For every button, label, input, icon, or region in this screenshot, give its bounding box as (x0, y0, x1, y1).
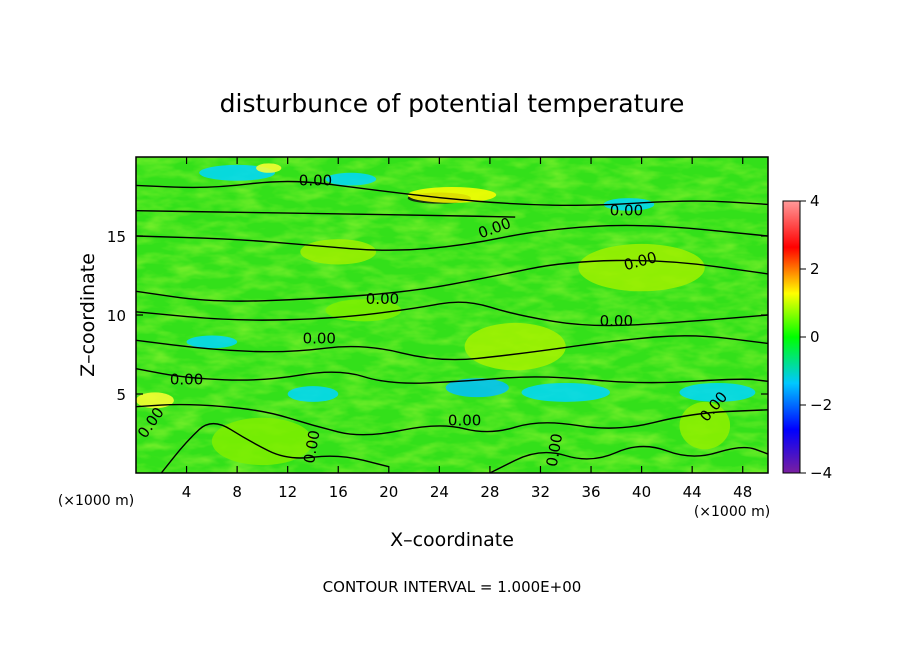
contour-label: 0.00 (303, 329, 336, 347)
contour-label: 0.00 (600, 312, 633, 330)
field-anomaly (300, 239, 377, 265)
field-anomaly (199, 164, 276, 181)
contour-line (160, 422, 389, 473)
colorbar-tick-label: 2 (810, 260, 820, 278)
field-anomaly (256, 163, 282, 173)
x-tick-label: 44 (683, 483, 702, 501)
contour-label: 0.00 (170, 371, 203, 389)
field-anomaly (521, 382, 610, 402)
x-tick-label: 24 (430, 483, 449, 501)
y-axis-label: Z–coordinate (77, 253, 99, 377)
contour-label: 0.00 (543, 432, 567, 468)
field-anomaly (325, 172, 377, 186)
contour-label: 0.00 (366, 290, 399, 308)
field-anomaly (287, 386, 339, 402)
x-tick-label: 28 (480, 483, 499, 501)
colorbar-tick-label: 4 (810, 192, 820, 210)
x-tick-label: 8 (232, 483, 242, 501)
contour-line (489, 445, 768, 473)
colorbar-tick-label: −4 (810, 464, 832, 482)
contour-line (136, 335, 768, 361)
x-tick-label: 48 (733, 483, 752, 501)
contour-interval-note: CONTOUR INTERVAL = 1.000E+00 (323, 578, 582, 596)
field-anomaly (407, 187, 497, 203)
colorbar-tick-label: −2 (810, 396, 832, 414)
field-anomaly (679, 401, 731, 450)
contour-line (136, 210, 516, 218)
contour-label: 0.00 (448, 412, 481, 430)
x-tick-label: 16 (329, 483, 348, 501)
field-anomaly (603, 198, 655, 211)
field-anomaly (679, 382, 756, 402)
field-anomaly (325, 299, 402, 322)
x-axis-label: X–coordinate (390, 529, 514, 551)
colorbar (782, 200, 801, 474)
colorbar-tick-label: 0 (810, 328, 820, 346)
x-tick-label: 12 (278, 483, 297, 501)
x-tick-label: 32 (531, 483, 550, 501)
x-tick-label: 20 (379, 483, 398, 501)
contour-line (136, 368, 768, 384)
contour-line (136, 301, 768, 327)
contour-line (136, 180, 768, 207)
y-tick-label: 10 (107, 307, 126, 325)
field-anomaly (464, 322, 566, 371)
contour-label: 0.00 (300, 429, 324, 465)
contour-line (136, 403, 768, 436)
contour-line (136, 224, 768, 251)
y-tick-label: 15 (107, 228, 126, 246)
x-tick-label: 40 (632, 483, 651, 501)
contour-label: 0.00 (299, 171, 332, 189)
contour-line (136, 259, 768, 302)
field-anomaly (445, 378, 509, 398)
field-anomaly (578, 243, 705, 292)
chart-title: disturbunce of potential temperature (220, 89, 685, 118)
y-tick-label: 5 (116, 386, 126, 404)
field-anomaly (211, 417, 313, 466)
field-anomaly (186, 335, 238, 349)
x-unit-label: (×1000 m) (694, 504, 770, 520)
x-tick-label: 36 (581, 483, 600, 501)
contour-label: 0.00 (610, 201, 643, 219)
y-unit-label: (×1000 m) (58, 493, 134, 509)
x-tick-label: 4 (182, 483, 192, 501)
heatmap-field (136, 157, 768, 473)
